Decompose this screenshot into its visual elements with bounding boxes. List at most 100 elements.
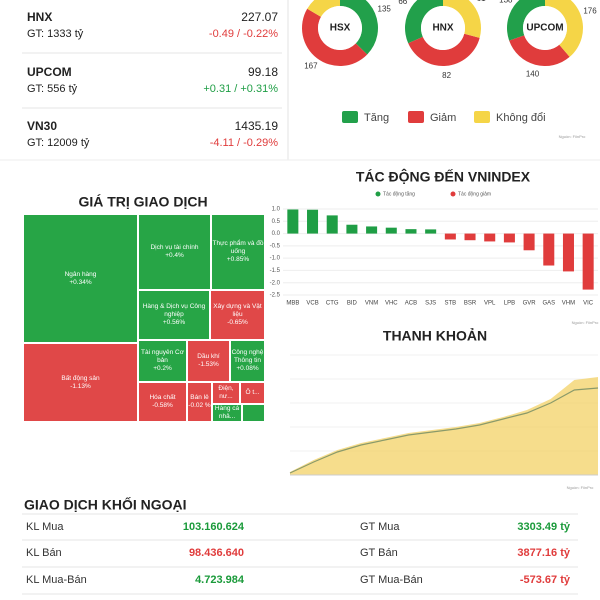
- treemap-change: +0.2%: [153, 364, 172, 372]
- index-value: 99.18: [248, 65, 278, 79]
- x-tick-label: MBB: [286, 301, 299, 307]
- x-tick-label: CTG: [326, 301, 339, 307]
- donut-label: 61: [477, 0, 486, 3]
- bar: [405, 229, 417, 234]
- row-value: 3303.49 tỷ: [517, 521, 570, 533]
- y-tick-label: 0.5: [272, 219, 281, 225]
- chart-title: TÁC ĐỘNG ĐẾN VNINDEX: [356, 168, 531, 185]
- donut-label: 167: [304, 61, 318, 70]
- y-tick-label: 1.0: [272, 207, 281, 213]
- bar: [307, 209, 319, 234]
- treemap-label: Ô t...: [245, 389, 260, 397]
- row-value: -573.67 tỷ: [520, 574, 571, 586]
- source-note: Nguồn: FiinPro: [572, 320, 599, 325]
- treemap-label: Hàng & Dịch vụ Công nghiệp: [142, 303, 206, 319]
- legend-swatch: [474, 111, 490, 123]
- treemap-label: Hóa chất: [149, 394, 176, 402]
- y-tick-label: 0.0: [272, 231, 281, 237]
- bar: [543, 233, 555, 266]
- donut-center: [523, 6, 567, 50]
- donut-title: HSX: [330, 23, 351, 34]
- legend-dot: [375, 191, 381, 197]
- donut-center: [421, 6, 465, 50]
- x-tick-label: VPL: [484, 301, 496, 307]
- legend-label: Tăng: [364, 112, 389, 124]
- y-tick-label: -2.5: [270, 293, 281, 299]
- row-label: GT Mua-Bán: [360, 574, 423, 586]
- x-tick-label: VNM: [365, 301, 378, 307]
- x-tick-label: GAS: [542, 301, 555, 307]
- treemap-change: -1.13%: [70, 382, 91, 390]
- treemap-title: GIÁ TRỊ GIAO DỊCH: [78, 194, 207, 210]
- treemap-label: Hàng cá nhâ...: [214, 405, 240, 420]
- treemap-cell: Ngân hàng +0.34%: [23, 214, 138, 343]
- x-tick-label: VCB: [306, 301, 318, 307]
- treemap-cell: [242, 404, 265, 422]
- bar: [287, 209, 299, 234]
- x-tick-label: STB: [445, 301, 457, 307]
- donut-label: 135: [378, 4, 392, 13]
- index-change: +0.31 / +0.31%: [203, 83, 278, 95]
- index-name: VN30: [27, 119, 57, 133]
- treemap-cell: Tài nguyên Cơ bản +0.2%: [138, 340, 187, 382]
- x-tick-label: ACB: [405, 301, 417, 307]
- index-gt: GT: 1333 tỷ: [27, 28, 84, 40]
- legend-label: Giảm: [430, 112, 456, 124]
- legend-swatch: [342, 111, 358, 123]
- treemap-cell: Dầu khí -1.53%: [187, 340, 230, 382]
- x-tick-label: BID: [347, 301, 358, 307]
- y-tick-label: -2.0: [270, 280, 281, 286]
- donut-label: 176: [583, 7, 597, 16]
- treemap-label: Điện, nư...: [218, 385, 234, 400]
- x-tick-label: LPB: [504, 301, 515, 307]
- bar: [464, 233, 476, 241]
- treemap-cell: Thực phẩm và đồ uống +0.85%: [211, 214, 265, 290]
- bar: [326, 215, 338, 234]
- bar: [503, 233, 515, 243]
- treemap-change: -0.02 %: [188, 402, 211, 409]
- donut-segment: [302, 8, 368, 66]
- treemap-change: -1.53%: [198, 361, 219, 368]
- index-gt: GT: 12009 tỷ: [27, 137, 90, 149]
- treemap-cell: Xây dựng và Vật liệu -0.65%: [210, 290, 265, 340]
- treemap-cell: Ô t...: [240, 382, 265, 404]
- donut-label: 66: [398, 0, 407, 6]
- legend-label: Tác động giảm: [458, 191, 491, 197]
- treemap-change: -0.58%: [152, 402, 173, 409]
- legend-swatch: [408, 111, 424, 123]
- donut-segment: [405, 0, 443, 44]
- treemap-change: -0.65%: [227, 318, 248, 326]
- index-name: HNX: [27, 10, 52, 24]
- row-label: KL Mua: [26, 521, 64, 533]
- source-note: Nguồn: FiinPro: [559, 134, 586, 139]
- source-note: Nguồn: FiinPro: [567, 485, 594, 490]
- treemap-cell: Bất động sản -1.13%: [23, 343, 138, 422]
- bar: [444, 233, 456, 240]
- row-label: GT Bán: [360, 547, 398, 559]
- treemap-cell: Bán lẻ -0.02 %: [187, 382, 212, 422]
- treemap-label: Thực phẩm và đồ uống: [212, 240, 264, 256]
- donut-title: UPCOM: [526, 23, 563, 34]
- donut-segment: [545, 0, 583, 57]
- treemap-cell: Công nghệ Thông tin +0.08%: [230, 340, 265, 382]
- bar: [425, 229, 437, 234]
- donut-segment: [408, 33, 480, 67]
- treemap-label: Dầu khí: [197, 353, 220, 361]
- treemap-change: +0.34%: [69, 278, 92, 286]
- row-label: GT Mua: [360, 521, 400, 533]
- y-tick-label: -1.5: [270, 268, 281, 274]
- treemap-label: Bán lẻ: [190, 394, 209, 402]
- bar: [523, 233, 535, 251]
- treemap-label: Ngân hàng: [64, 270, 97, 278]
- legend-dot: [450, 191, 456, 197]
- x-tick-label: GVR: [523, 301, 537, 307]
- donut-segment: [507, 0, 545, 41]
- bar: [484, 233, 496, 242]
- treemap-change: +0.85%: [226, 255, 250, 263]
- donut-segment: [509, 35, 570, 67]
- donut-segment: [307, 0, 340, 17]
- y-tick-label: -0.5: [270, 243, 281, 249]
- x-tick-label: VHC: [385, 301, 398, 307]
- treemap-change: +0.08%: [236, 364, 259, 372]
